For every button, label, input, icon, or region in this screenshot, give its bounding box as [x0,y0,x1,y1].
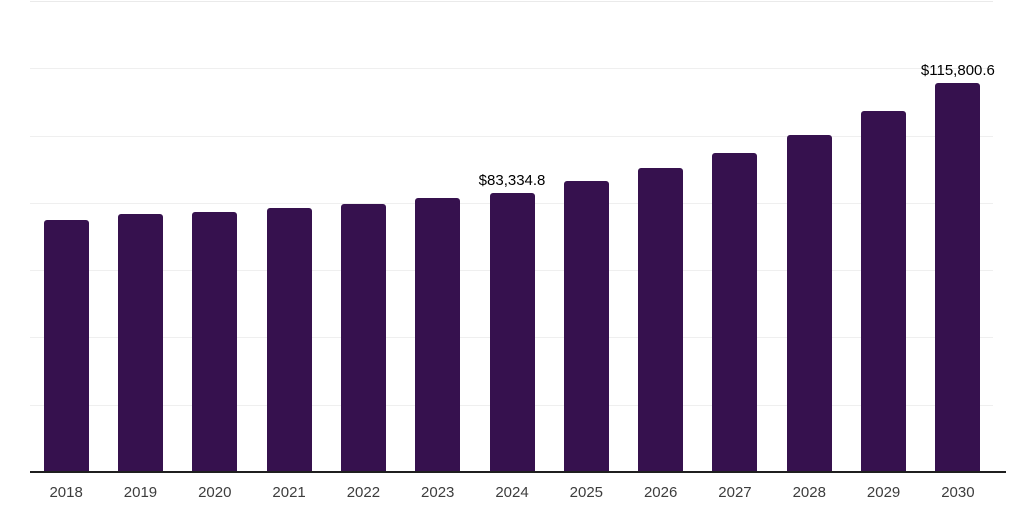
bar-slot: 2029 [846,2,920,501]
bar-slot: 2026 [624,2,698,501]
bar-2022[interactable] [340,204,386,473]
x-tick-label: 2024 [495,484,529,501]
bar-2019[interactable] [117,213,163,473]
bar-2027[interactable] [712,153,758,473]
bar-2020[interactable] [192,212,238,473]
bar-2030[interactable] [935,83,981,473]
bar-slot: 2019 [103,2,177,501]
x-tick-label: 2019 [123,484,158,501]
gridline [30,68,993,70]
gridline [30,135,993,137]
x-tick-label: 2022 [346,484,381,501]
bar-slot: 2020 [178,2,252,501]
x-axis-line [30,471,1006,473]
bar-value-label: $115,800.6 [920,62,995,80]
bar-2026[interactable] [638,167,684,473]
bar-slot: 2018 [29,2,103,501]
bar-slot: 2027 [698,2,772,501]
x-tick-label: 2029 [866,484,901,501]
bar-slot: 2024 $83,334.8 [475,2,549,501]
bar-2023[interactable] [415,197,461,473]
bar-slot: 2025 [549,2,623,501]
bar-2024[interactable] [489,192,535,473]
x-tick-label: 2021 [272,484,306,501]
bar-2025[interactable] [563,180,609,473]
bar-slot: 2021 [252,2,326,501]
bar-slot: 2030 $115,800.6 [920,2,995,501]
bar-slot: 2022 [326,2,400,501]
bar-slot: 2023 [401,2,475,501]
x-tick-label: 2027 [718,484,752,501]
x-tick-label: 2018 [49,484,83,501]
x-tick-label: 2023 [421,484,455,501]
x-tick-label: 2020 [198,484,232,501]
gridline [30,1,993,2]
x-tick-label: 2026 [643,484,678,501]
bar-slot: 2028 [772,2,846,501]
x-tick-label: 2028 [792,484,826,501]
bars-row: 2018 2019 2020 2021 2022 2023 2024 $83,334.8 202… [29,2,995,501]
bar-2028[interactable] [786,134,832,473]
bar-2021[interactable] [266,208,312,473]
bar-2029[interactable] [861,111,907,473]
x-tick-label: 2025 [569,484,604,501]
x-tick-label: 2030 [941,484,975,501]
bar-value-label: $83,334.8 [478,171,546,189]
bar-2018[interactable] [43,220,89,473]
